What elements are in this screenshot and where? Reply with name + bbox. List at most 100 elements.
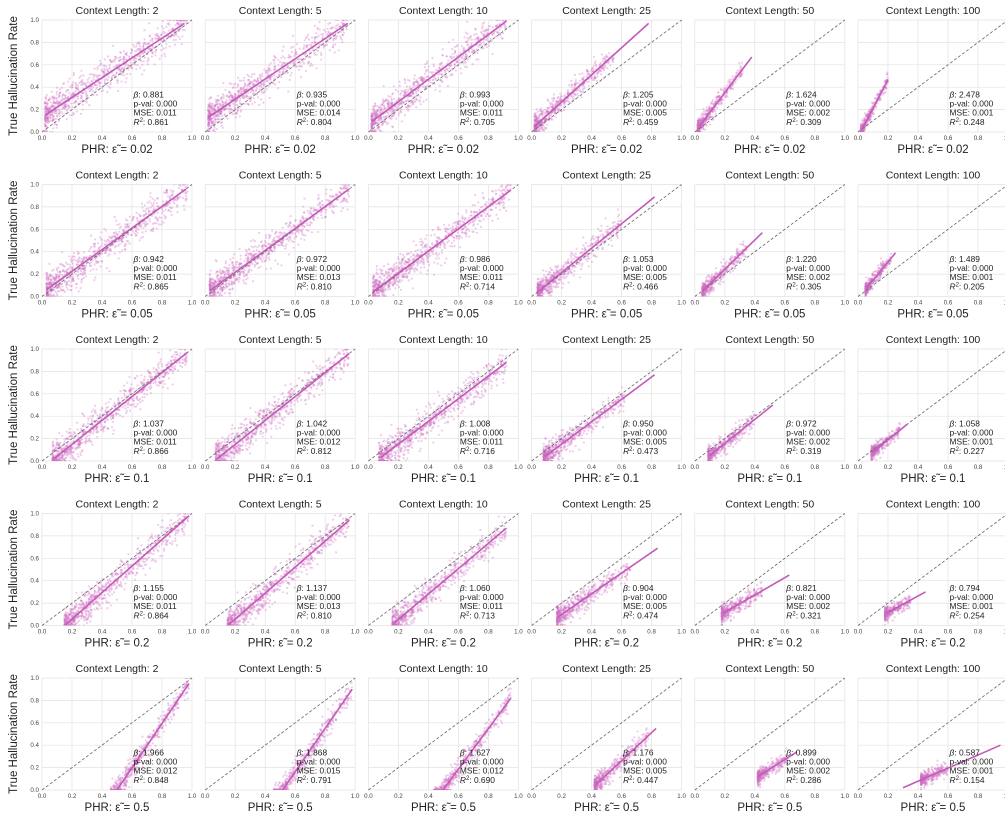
scatter-point xyxy=(246,83,249,87)
scatter-point xyxy=(67,104,70,108)
scatter-point xyxy=(184,199,187,202)
scatter-point xyxy=(142,45,145,48)
scatter-point xyxy=(115,79,118,82)
scatter-point xyxy=(595,79,599,82)
scatter-point xyxy=(69,281,72,284)
scatter-point xyxy=(469,35,472,38)
scatter-point xyxy=(52,118,55,121)
scatter-point xyxy=(45,102,48,105)
scatter-point xyxy=(208,97,211,100)
scatter-point xyxy=(119,51,122,54)
scatter-point xyxy=(210,96,213,99)
scatter-point xyxy=(320,52,323,55)
scatter-point xyxy=(207,122,210,125)
scatter-point xyxy=(149,195,152,198)
scatter-point xyxy=(295,43,298,46)
scatter-point xyxy=(297,58,300,61)
scatter-point xyxy=(147,47,150,51)
scatter-point xyxy=(164,208,167,211)
scatter-point xyxy=(55,97,59,100)
y-axis-label: True Hallucination Rate xyxy=(8,181,20,301)
scatter-point xyxy=(98,81,101,84)
scatter-point xyxy=(551,103,554,106)
scatter-point xyxy=(382,109,385,112)
scatter-point xyxy=(44,129,47,132)
scatter-point xyxy=(104,250,107,253)
scatter-point xyxy=(78,76,81,79)
scatter-point xyxy=(64,261,68,264)
scatter-point xyxy=(83,266,86,269)
scatter-point xyxy=(147,43,151,46)
y-tick-label: 0.2 xyxy=(30,107,39,114)
scatter-point xyxy=(494,20,498,22)
scatter-point xyxy=(71,262,74,265)
scatter-point xyxy=(407,104,410,107)
scatter-point xyxy=(238,102,241,105)
scatter-point xyxy=(57,275,61,278)
scatter-point xyxy=(399,93,402,96)
scatter-point xyxy=(533,114,536,117)
scatter-point xyxy=(174,32,177,35)
scatter-point xyxy=(574,83,577,86)
scatter-point xyxy=(320,58,323,61)
scatter-point xyxy=(63,107,66,111)
scatter-point xyxy=(223,108,226,111)
scatter-point xyxy=(131,49,134,52)
scatter-point xyxy=(543,108,546,111)
scatter-point xyxy=(173,202,176,205)
scatter-point xyxy=(122,229,125,232)
scatter-point xyxy=(242,79,245,82)
scatter-point xyxy=(863,119,866,122)
scatter-point xyxy=(162,27,165,30)
scatter-point xyxy=(463,47,466,50)
scatter-point xyxy=(147,210,150,213)
scatter-point xyxy=(228,99,231,102)
scatter-point xyxy=(882,91,885,94)
scatter-point xyxy=(138,55,141,58)
scatter-point xyxy=(62,93,65,96)
y-tick-label: 0.8 xyxy=(30,39,39,46)
scatter-point xyxy=(53,279,56,282)
scatter-point xyxy=(374,130,377,132)
x-tick-label: 0.6 xyxy=(454,135,463,142)
scatter-point xyxy=(465,40,468,43)
scatter-point xyxy=(55,269,59,272)
scatter-point xyxy=(865,113,868,116)
scatter-point xyxy=(94,238,97,241)
scatter-point xyxy=(702,110,706,113)
scatter-point xyxy=(139,224,142,227)
scatter-point xyxy=(232,86,235,89)
scatter-point xyxy=(324,30,327,33)
scatter-point xyxy=(106,69,109,72)
scatter-point xyxy=(60,288,63,291)
scatter-point xyxy=(57,102,61,105)
scatter-point xyxy=(277,87,280,90)
scatter-point xyxy=(543,126,546,129)
scatter-point xyxy=(548,114,551,117)
scatter-point xyxy=(54,101,57,104)
scatter-point xyxy=(341,41,344,44)
scatter-point xyxy=(72,111,75,114)
scatter-point xyxy=(463,60,466,63)
scatter-point xyxy=(82,259,85,262)
scatter-point xyxy=(298,65,301,68)
x-tick-label: 0.4 xyxy=(261,300,270,307)
scatter-point xyxy=(218,118,221,121)
scatter-point xyxy=(225,94,228,97)
scatter-point xyxy=(736,78,739,81)
scatter-point xyxy=(405,85,408,88)
scatter-point xyxy=(237,83,240,86)
scatter-point xyxy=(98,74,101,77)
scatter-point xyxy=(234,263,237,266)
scatter-point xyxy=(75,273,78,276)
scatter-point xyxy=(420,76,423,79)
scatter-point xyxy=(240,79,243,82)
scatter-point xyxy=(58,94,61,98)
scatter-point xyxy=(169,210,172,213)
scatter-point xyxy=(52,114,55,118)
scatter-point xyxy=(281,55,285,58)
scatter-point xyxy=(209,118,212,121)
scatter-point xyxy=(89,90,92,93)
x-tick-label: 0.0 xyxy=(38,135,47,142)
scatter-point xyxy=(59,91,62,94)
